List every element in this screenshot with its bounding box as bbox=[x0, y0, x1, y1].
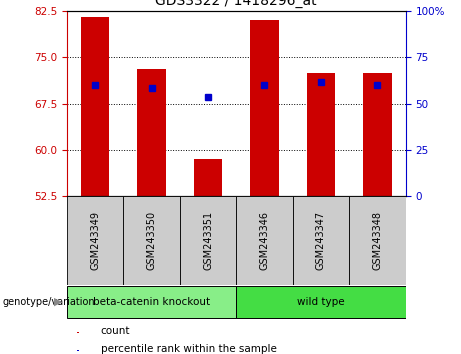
Bar bbox=[194, 159, 222, 196]
Bar bbox=[77, 350, 79, 351]
Text: GSM243348: GSM243348 bbox=[372, 211, 383, 270]
Bar bbox=[77, 332, 79, 333]
Text: wild type: wild type bbox=[297, 297, 345, 307]
Bar bbox=[67, 196, 123, 285]
Bar bbox=[363, 73, 391, 196]
Text: count: count bbox=[100, 326, 130, 336]
Text: ▶: ▶ bbox=[54, 297, 62, 307]
Bar bbox=[307, 73, 335, 196]
Text: GSM243351: GSM243351 bbox=[203, 211, 213, 270]
Text: GSM243349: GSM243349 bbox=[90, 211, 100, 270]
Text: GSM243346: GSM243346 bbox=[260, 211, 270, 270]
Bar bbox=[236, 196, 293, 285]
Bar bbox=[67, 286, 236, 318]
Bar bbox=[250, 20, 278, 196]
Bar bbox=[123, 196, 180, 285]
Text: beta-catenin knockout: beta-catenin knockout bbox=[93, 297, 210, 307]
Bar bbox=[293, 196, 349, 285]
Bar bbox=[349, 196, 406, 285]
Text: genotype/variation: genotype/variation bbox=[2, 297, 95, 307]
Bar bbox=[180, 196, 236, 285]
Bar bbox=[137, 69, 165, 196]
Title: GDS3322 / 1418296_at: GDS3322 / 1418296_at bbox=[155, 0, 317, 8]
Text: GSM243347: GSM243347 bbox=[316, 211, 326, 270]
Bar bbox=[236, 286, 406, 318]
Text: GSM243350: GSM243350 bbox=[147, 211, 157, 270]
Bar bbox=[81, 17, 109, 196]
Text: percentile rank within the sample: percentile rank within the sample bbox=[100, 344, 277, 354]
